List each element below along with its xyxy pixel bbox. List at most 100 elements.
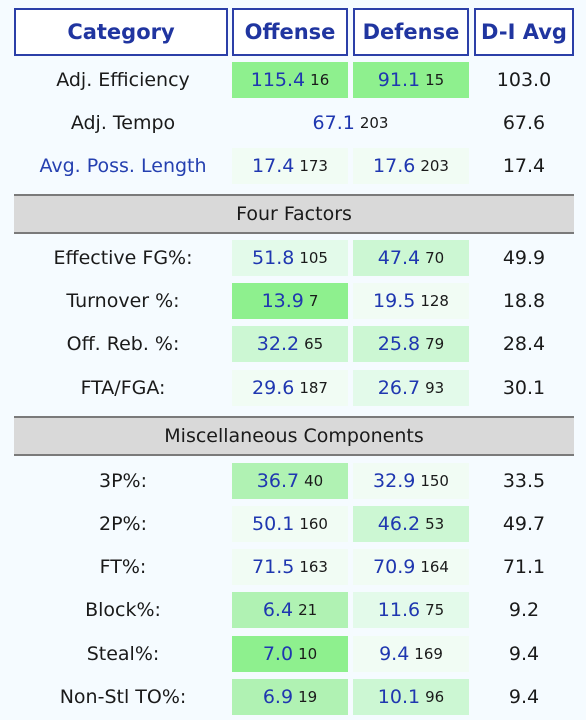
d1-avg-value: 33.5: [502, 470, 546, 492]
row-3p-pct: 3P%: 36.7 40 32.9 150 33.5: [0, 461, 586, 501]
defense-cell: 25.8 79: [353, 326, 469, 362]
row-label: 3P%:: [98, 470, 147, 492]
header-category[interactable]: Category: [14, 8, 228, 56]
row-non-stl-to-pct: Non-Stl TO%: 6.9 19 10.1 96 9.4: [0, 677, 586, 717]
tempo-value[interactable]: 67.1: [312, 112, 355, 134]
defense-cell: 91.1 15: [353, 62, 469, 98]
offense-value[interactable]: 32.2: [256, 333, 300, 355]
offense-value[interactable]: 36.7: [256, 470, 300, 492]
row-block-pct: Block%: 6.4 21 11.6 75 9.2: [0, 590, 586, 630]
d1-avg-value: 49.7: [502, 513, 546, 535]
d1-avg-value: 71.1: [502, 556, 546, 578]
row-adj-tempo: Adj. Tempo 67.1 203 67.6: [0, 103, 586, 143]
row-avg-poss-length: Avg. Poss. Length 17.4 173 17.6 203 17.4: [0, 146, 586, 186]
defense-cell: 9.4 169: [353, 636, 469, 672]
offense-rank: 187: [299, 379, 328, 397]
defense-value[interactable]: 47.4: [377, 247, 421, 269]
header-offense[interactable]: Offense: [232, 8, 348, 56]
offense-value[interactable]: 50.1: [252, 513, 295, 535]
header-defense[interactable]: Defense: [353, 8, 469, 56]
header-d1-avg[interactable]: D-I Avg: [474, 8, 574, 56]
offense-rank: 105: [299, 249, 328, 267]
row-label: FTA/FGA:: [80, 377, 166, 399]
defense-value[interactable]: 70.9: [373, 556, 416, 578]
offense-value[interactable]: 17.4: [252, 155, 295, 177]
row-fta-fga: FTA/FGA: 29.6 187 26.7 93 30.1: [0, 368, 586, 408]
d1-avg-value: 18.8: [502, 290, 546, 312]
offense-rank: 163: [299, 558, 328, 576]
defense-cell: 19.5 128: [353, 283, 469, 319]
defense-cell: 11.6 75: [353, 592, 469, 628]
offense-rank: 65: [304, 335, 324, 353]
defense-value[interactable]: 25.8: [377, 333, 421, 355]
offense-rank: 19: [298, 688, 318, 706]
defense-rank: 96: [425, 688, 445, 706]
offense-cell: 17.4 173: [232, 148, 348, 184]
defense-rank: 75: [425, 601, 445, 619]
row-effective-fg: Effective FG%: 51.8 105 47.4 70 49.9: [0, 238, 586, 278]
defense-value[interactable]: 11.6: [377, 599, 421, 621]
offense-cell: 71.5 163: [232, 549, 348, 585]
defense-rank: 79: [425, 335, 445, 353]
row-ft-pct: FT%: 71.5 163 70.9 164 71.1: [0, 547, 586, 587]
defense-value[interactable]: 46.2: [377, 513, 421, 535]
defense-rank: 70: [425, 249, 445, 267]
row-adj-efficiency: Adj. Efficiency 115.4 16 91.1 15 103.0: [0, 60, 586, 100]
tempo-cell: 67.1 203: [232, 105, 469, 141]
row-off-reb-pct: Off. Reb. %: 32.2 65 25.8 79 28.4: [0, 324, 586, 364]
offense-value[interactable]: 71.5: [252, 556, 295, 578]
offense-cell: 50.1 160: [232, 506, 348, 542]
defense-value[interactable]: 10.1: [377, 686, 421, 708]
defense-rank: 93: [425, 379, 445, 397]
offense-cell: 36.7 40: [232, 463, 348, 499]
d1-avg-value: 9.4: [508, 643, 540, 665]
row-label: Turnover %:: [66, 290, 180, 312]
offense-rank: 160: [299, 515, 328, 533]
d1-avg-value: 30.1: [502, 377, 546, 399]
defense-cell: 17.6 203: [353, 148, 469, 184]
defense-rank: 169: [414, 645, 443, 663]
offense-cell: 7.0 10: [232, 636, 348, 672]
offense-cell: 6.4 21: [232, 592, 348, 628]
section-four-factors: Four Factors: [14, 194, 574, 234]
tempo-rank: 203: [359, 114, 389, 132]
offense-value[interactable]: 6.4: [262, 599, 294, 621]
row-label: FT%:: [99, 556, 147, 578]
avg-poss-length-link[interactable]: Avg. Poss. Length: [39, 155, 207, 177]
defense-value: 91.1: [377, 69, 421, 91]
d1-avg-value: 17.4: [502, 155, 546, 177]
defense-cell: 32.9 150: [353, 463, 469, 499]
d1-avg-value: 28.4: [502, 333, 546, 355]
offense-value[interactable]: 6.9: [262, 686, 294, 708]
defense-value[interactable]: 9.4: [379, 643, 410, 665]
defense-rank: 203: [420, 157, 449, 175]
offense-value[interactable]: 29.6: [252, 377, 295, 399]
offense-cell: 32.2 65: [232, 326, 348, 362]
defense-value[interactable]: 19.5: [373, 290, 416, 312]
d1-avg-value: 49.9: [502, 247, 546, 269]
row-label: Adj. Efficiency: [56, 69, 190, 91]
defense-rank: 128: [420, 292, 449, 310]
defense-value[interactable]: 32.9: [373, 470, 416, 492]
defense-cell: 26.7 93: [353, 370, 469, 406]
row-label: Adj. Tempo: [70, 112, 176, 134]
defense-cell: 10.1 96: [353, 679, 469, 715]
offense-cell: 115.4 16: [232, 62, 348, 98]
offense-rank: 16: [310, 71, 330, 89]
defense-rank: 150: [420, 472, 449, 490]
defense-cell: 47.4 70: [353, 240, 469, 276]
offense-rank: 21: [298, 601, 318, 619]
defense-rank: 15: [425, 71, 445, 89]
offense-value[interactable]: 7.0: [262, 643, 294, 665]
offense-cell: 51.8 105: [232, 240, 348, 276]
offense-value[interactable]: 13.9: [261, 290, 304, 312]
defense-value[interactable]: 26.7: [377, 377, 421, 399]
offense-rank: 173: [299, 157, 328, 175]
offense-value[interactable]: 51.8: [252, 247, 295, 269]
defense-value[interactable]: 17.6: [373, 155, 416, 177]
row-2p-pct: 2P%: 50.1 160 46.2 53 49.7: [0, 504, 586, 544]
offense-rank: 10: [298, 645, 318, 663]
section-misc-components: Miscellaneous Components: [14, 416, 574, 456]
row-label: 2P%:: [98, 513, 147, 535]
